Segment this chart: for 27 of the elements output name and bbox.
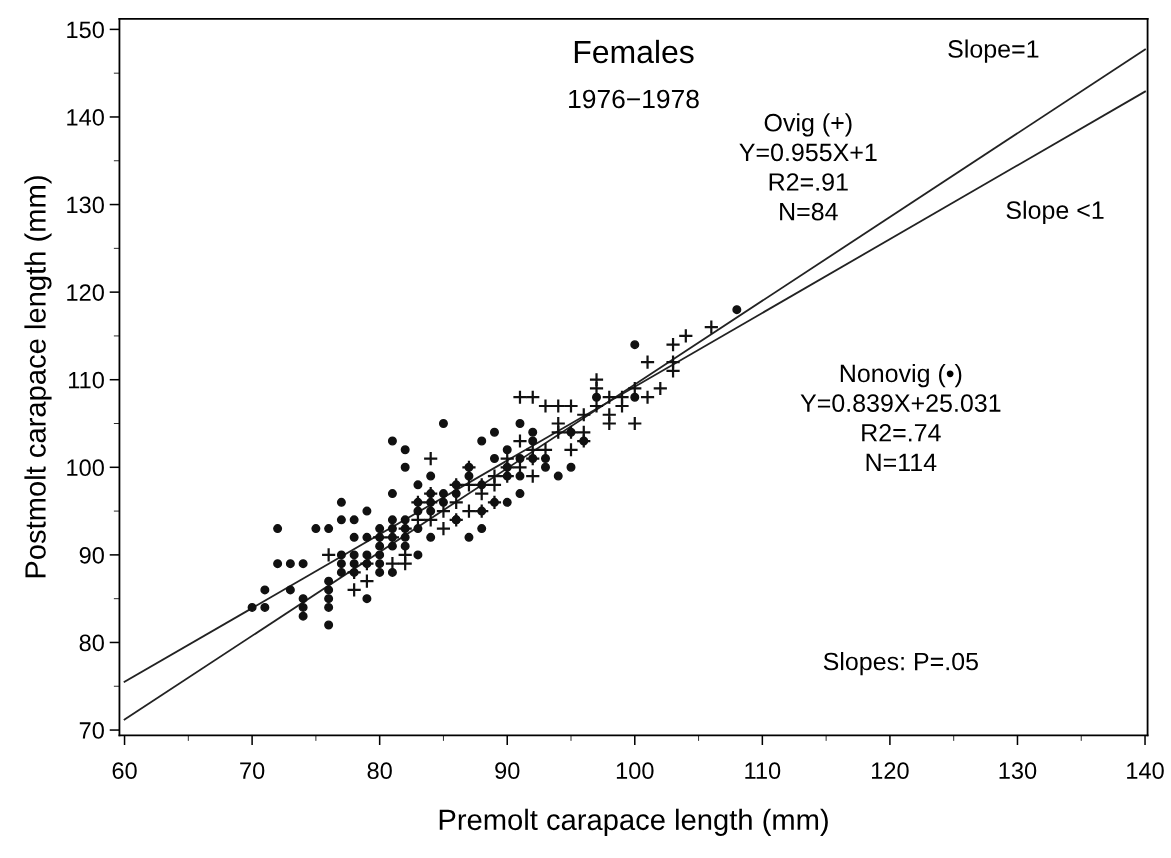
x-tick-label: 120 <box>872 762 909 780</box>
text: Females <box>574 39 694 64</box>
annotation: Ovig (+) Y=0.955X+1 R2=.91 N=84 <box>739 113 877 221</box>
annotation: Slope <1 <box>1006 200 1104 224</box>
x-axis-title: Premolt carapace length (mm) <box>439 808 828 836</box>
annotation: Slope=1 <box>948 39 1039 63</box>
annotation: Nonovig (•) Y=0.839X+25.031 R2=.74 N=114 <box>800 363 1001 472</box>
x-tick-label: 90 <box>495 762 520 780</box>
y-tick-label: 120 <box>67 284 104 301</box>
x-tick-label: 140 <box>1127 762 1164 780</box>
x-tick-label: 110 <box>745 762 781 780</box>
x-tick-label: 70 <box>240 762 265 780</box>
annotation: Slopes: P=.05 <box>823 652 978 676</box>
y-tick-label: 90 <box>79 546 104 564</box>
y-tick-label: 70 <box>79 722 104 739</box>
x-tick-label: 80 <box>367 762 392 780</box>
x-tick-label: 100 <box>616 762 654 780</box>
y-tick-label: 140 <box>67 109 104 126</box>
text: 1976−1978 <box>569 89 699 109</box>
y-tick-label: 80 <box>79 634 104 652</box>
y-tick-label: 150 <box>67 21 104 39</box>
y-axis-title: Postmolt carapace length (mm) <box>24 176 52 578</box>
y-tick-label: 100 <box>67 459 104 477</box>
y-tick-label: 110 <box>69 371 104 389</box>
y-tick-label: 130 <box>67 196 104 214</box>
x-tick-label: 130 <box>999 762 1037 780</box>
x-tick-label: 60 <box>112 762 137 780</box>
